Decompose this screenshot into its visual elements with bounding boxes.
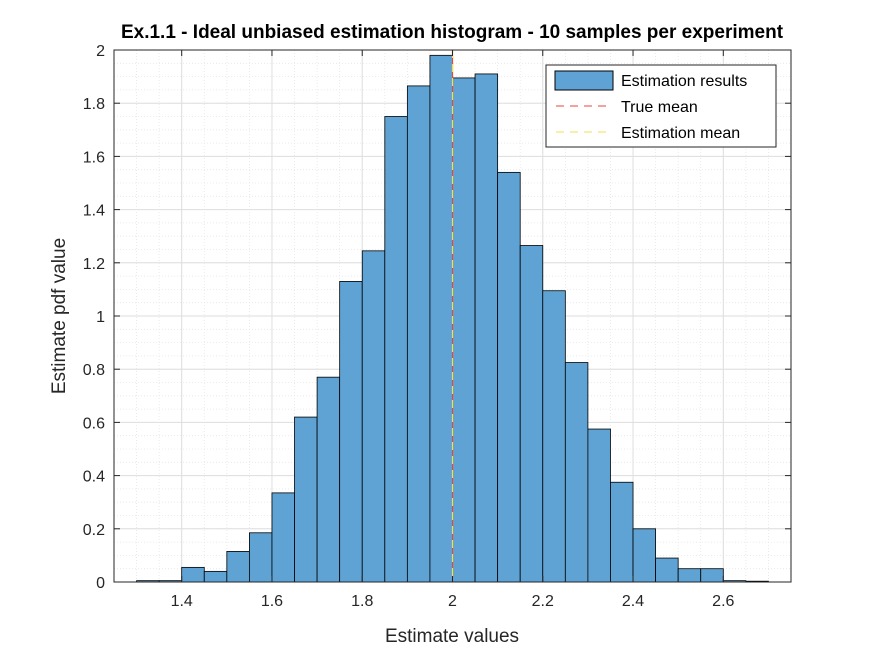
histogram-bar xyxy=(564,362,589,583)
y-tick-label: 0 xyxy=(96,575,105,592)
x-tick-label: 1.8 xyxy=(351,593,373,610)
histogram-bar xyxy=(203,570,228,583)
histogram-bar xyxy=(542,290,566,583)
legend-label-true-mean: True mean xyxy=(621,99,698,116)
y-axis-ticks: 0 0.2 0.4 0.6 0.8 1 1.2 1.4 1.6 1.8 2 xyxy=(83,43,791,592)
x-tick-label: 2.4 xyxy=(622,593,644,610)
histogram-bar xyxy=(361,250,386,583)
legend-label-estimation-mean: Estimation mean xyxy=(621,125,740,142)
histogram-bar xyxy=(497,171,521,583)
y-tick-label: 2 xyxy=(96,43,105,60)
histogram-bar xyxy=(700,568,724,583)
histogram-bar xyxy=(181,566,205,583)
histogram-bar xyxy=(294,416,318,583)
histogram-bar xyxy=(406,85,431,583)
legend-swatch-estimation-results xyxy=(554,70,614,91)
y-axis-label: Estimate pdf value xyxy=(49,238,70,394)
x-axis-label: Estimate values xyxy=(385,626,519,647)
y-tick-label: 0.2 xyxy=(83,522,105,539)
histogram-bar xyxy=(248,532,273,583)
histogram-bar xyxy=(452,77,476,583)
histogram-bar xyxy=(519,245,544,583)
histogram-bar xyxy=(384,116,408,583)
histogram-bar xyxy=(677,568,702,583)
y-tick-label: 1.6 xyxy=(83,149,105,166)
legend: Estimation results True mean Estimation … xyxy=(545,64,777,148)
y-tick-label: 1.4 xyxy=(83,203,105,220)
y-tick-label: 1.8 xyxy=(83,96,105,113)
histogram-bar xyxy=(655,557,679,583)
y-tick-label: 0.8 xyxy=(83,362,105,379)
histogram-bar xyxy=(339,281,363,583)
histogram-bar xyxy=(610,481,634,583)
x-tick-label: 1.6 xyxy=(261,593,283,610)
y-tick-label: 0.4 xyxy=(83,469,105,486)
y-tick-label: 1 xyxy=(96,309,105,326)
legend-label-estimation-results: Estimation results xyxy=(621,73,747,90)
histogram-bar xyxy=(316,376,341,583)
histogram-bar xyxy=(632,528,656,583)
chart-title: Ex.1.1 - Ideal unbiased estimation histo… xyxy=(121,22,784,43)
y-tick-label: 1.2 xyxy=(83,256,105,273)
histogram-bar xyxy=(226,551,250,583)
y-tick-label: 0.6 xyxy=(83,415,105,432)
histogram-bar xyxy=(429,54,453,583)
x-tick-label: 2.6 xyxy=(712,593,734,610)
histogram-bar xyxy=(587,428,611,583)
histogram-bar xyxy=(474,73,499,583)
x-axis-ticks: 1.4 1.6 1.8 2 2.2 2.4 2.6 xyxy=(171,50,735,610)
x-tick-label: 1.4 xyxy=(171,593,193,610)
x-tick-label: 2.2 xyxy=(532,593,554,610)
histogram-bar xyxy=(271,492,295,583)
x-tick-label: 2 xyxy=(448,593,457,610)
